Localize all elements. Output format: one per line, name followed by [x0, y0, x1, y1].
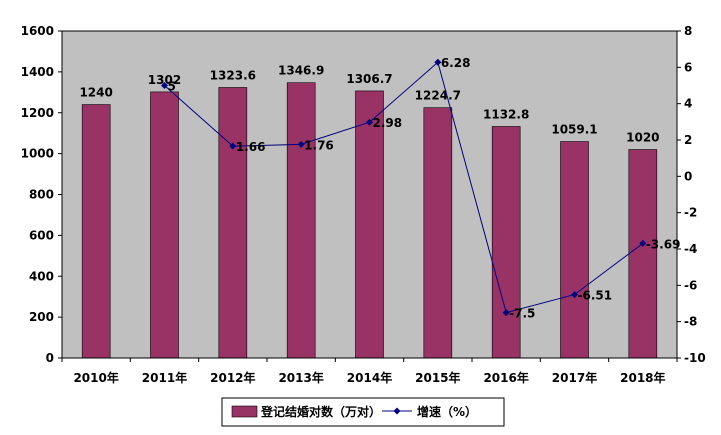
left-tick-label-3: 600: [29, 228, 54, 242]
left-tick-label-2: 400: [29, 269, 54, 283]
growth-marker-6: [502, 309, 510, 317]
growth-label-1: 5: [168, 80, 176, 94]
left-tick-label-6: 1200: [21, 106, 54, 120]
right-tick-label-8: 6: [684, 60, 692, 74]
right-tick-label-6: 2: [684, 133, 692, 147]
bar-3: [286, 82, 316, 359]
growth-label-7: -6.51: [578, 289, 613, 303]
axes: 0 200 400 600 800 1000 1200 1400 1600 -10 -8 -6 -4 -2…: [21, 24, 706, 385]
right-tick-label-2: -6: [684, 278, 697, 292]
growth-marker-8: [639, 239, 647, 247]
x-tick-label-6: 2016年: [483, 370, 528, 385]
line-series: [161, 58, 647, 317]
x-tick-label-5: 2015年: [415, 370, 460, 385]
growth-label-4: 2.98: [373, 116, 403, 130]
growth-label-2: 1.66: [236, 140, 266, 154]
bar-1: [150, 91, 179, 359]
growth-label-6: -7.5: [509, 307, 535, 321]
bar-label-8: 1020: [626, 131, 659, 145]
bar-label-1: 1302: [148, 73, 181, 87]
right-tick-label-7: 4: [684, 97, 692, 111]
bar-8: [628, 149, 658, 359]
growth-label-5: 6.28: [441, 56, 471, 70]
bar-label-4: 1306.7: [346, 72, 392, 86]
growth-marker-3: [297, 140, 305, 148]
bar-label-3: 1346.9: [278, 64, 324, 78]
bar-label-0: 1240: [79, 86, 112, 100]
bar-4: [355, 90, 384, 359]
right-tick-label-5: 0: [684, 169, 692, 183]
bar-2: [218, 87, 248, 359]
bar-label-2: 1323.6: [210, 68, 256, 82]
bar-5: [423, 107, 453, 359]
x-tick-label-1: 2011年: [142, 370, 187, 385]
line-data-labels: 5 1.66 1.76 2.98 6.28 -7.5 -6.51 -3.69: [168, 56, 681, 320]
bar-label-7: 1059.1: [551, 123, 597, 137]
right-tick-label-0: -10: [684, 351, 706, 365]
bar-label-5: 1224.7: [415, 89, 461, 103]
growth-line: [164, 61, 644, 314]
x-tick-label-8: 2018年: [620, 370, 665, 385]
left-tick-label-8: 1600: [21, 24, 54, 38]
left-tick-label-5: 1000: [21, 147, 54, 161]
bar-data-labels: 1240 1302 1323.6 1346.9 1306.7 1224.7 1132.8 10…: [79, 64, 659, 145]
legend-bar-label: 登记结婚对数（万对）: [260, 404, 381, 419]
left-tick-label-7: 1400: [21, 65, 54, 79]
x-tick-label-4: 2014年: [347, 370, 392, 385]
left-tick-label-1: 200: [29, 310, 54, 324]
x-tick-label-0: 2010年: [73, 370, 118, 385]
left-tick-label-4: 800: [29, 188, 54, 202]
right-tick-label-3: -4: [684, 242, 697, 256]
bar-7: [560, 141, 589, 359]
bar-0: [81, 104, 111, 359]
x-tick-label-2: 2012年: [210, 370, 255, 385]
left-tick-label-0: 0: [46, 351, 54, 365]
x-tick-label-3: 2013年: [278, 370, 323, 385]
growth-label-8: -3.69: [646, 237, 681, 251]
x-tick-label-7: 2017年: [552, 370, 597, 385]
legend-box: [221, 397, 505, 427]
growth-label-3: 1.76: [304, 138, 334, 152]
bar-6: [491, 126, 521, 359]
legend-bar-swatch: [231, 405, 258, 418]
legend-line-label: 增速（%）: [417, 404, 477, 419]
growth-marker-7: [571, 291, 578, 299]
legend-line-marker: [393, 407, 401, 415]
growth-marker-1: [161, 82, 168, 89]
legend: 登记结婚对数（万对） 增速（%）: [221, 397, 505, 427]
growth-marker-2: [229, 142, 237, 150]
right-tick-label-4: -2: [684, 206, 697, 220]
bar-label-6: 1132.8: [483, 107, 529, 121]
bar-series: [81, 82, 658, 359]
growth-marker-4: [366, 118, 373, 126]
right-tick-label-1: -8: [684, 315, 697, 329]
growth-marker-5: [434, 58, 442, 66]
right-tick-label-9: 8: [684, 24, 692, 38]
